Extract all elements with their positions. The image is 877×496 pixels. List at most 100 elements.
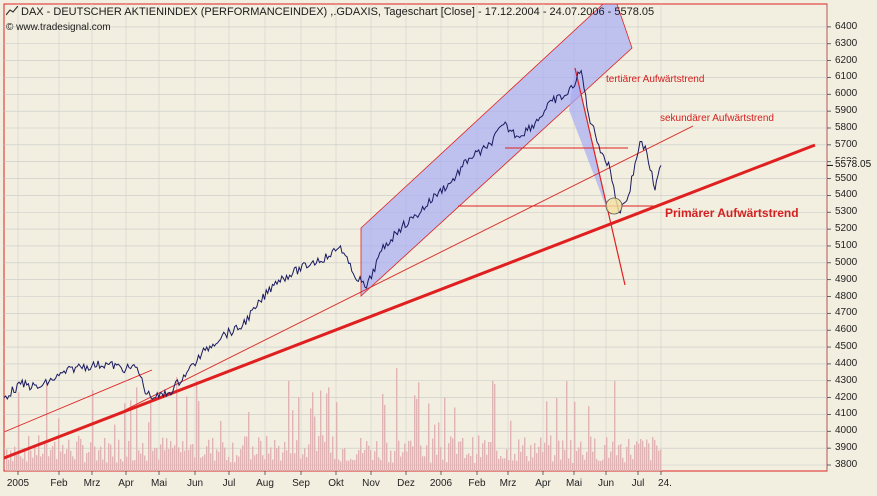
volume-bar — [506, 449, 508, 471]
volume-bar — [100, 446, 102, 471]
volume-bar — [336, 402, 338, 471]
volume-bar — [46, 381, 48, 471]
volume-bar — [132, 460, 134, 471]
volume-bar — [304, 448, 306, 471]
x-tick-label: Mai — [565, 478, 583, 489]
volume-bar — [24, 449, 26, 471]
y-tick-label: 3800 — [835, 459, 858, 470]
volume-bar — [142, 442, 144, 471]
volume-bar — [168, 449, 170, 471]
volume-bar — [444, 397, 446, 471]
y-tick-label: 5800 — [835, 122, 858, 133]
volume-bar — [452, 438, 454, 471]
volume-bar — [412, 446, 414, 471]
volume-bar — [114, 424, 116, 471]
volume-bar — [242, 445, 244, 471]
volume-bar — [284, 441, 286, 471]
volume-bar — [428, 403, 430, 471]
volume-bar — [568, 458, 570, 471]
volume-bar — [232, 442, 234, 471]
volume-bar — [388, 462, 390, 471]
volume-bar — [176, 376, 178, 471]
volume-bar — [118, 439, 120, 471]
volume-bar — [292, 410, 294, 471]
volume-bar — [368, 445, 370, 471]
volume-bar — [518, 439, 520, 471]
volume-bar — [290, 453, 292, 471]
y-tick-label: 5000 — [835, 256, 858, 268]
volume-bar — [294, 453, 296, 471]
volume-bar — [526, 456, 528, 471]
volume-bar — [352, 459, 354, 471]
volume-bar — [158, 459, 160, 471]
volume-bar — [302, 454, 304, 471]
early-trend-line — [3, 369, 153, 433]
volume-bar — [214, 460, 216, 471]
volume-bar — [464, 458, 466, 471]
y-tick-label: 4900 — [835, 273, 858, 285]
volume-bar — [98, 450, 100, 471]
volume-bar — [84, 462, 86, 471]
volume-bar — [552, 461, 554, 471]
x-tick-label: Feb — [50, 478, 68, 489]
x-tick-label: 2006 — [429, 478, 453, 489]
x-tick-label: Mrz — [499, 478, 517, 489]
x-tick-label: Mai — [150, 478, 168, 489]
volume-bar — [422, 456, 424, 471]
volume-bar — [234, 462, 236, 471]
volume-bar — [588, 406, 590, 471]
volume-bar — [330, 452, 332, 471]
volume-bar — [346, 460, 348, 471]
volume-bar — [378, 457, 380, 471]
volume-bar — [380, 460, 382, 471]
volume-bar — [564, 449, 566, 471]
volume-bar — [308, 444, 310, 471]
volume-bar — [32, 457, 34, 471]
volume-bar — [184, 450, 186, 471]
volume-bar — [326, 393, 328, 471]
volume-bar — [280, 460, 282, 471]
x-tick-label: Sep — [292, 478, 310, 489]
x-tick-label: Dez — [397, 478, 415, 489]
y-tick-label: 4700 — [835, 307, 858, 319]
volume-bar — [660, 449, 662, 471]
volume-bar — [470, 456, 472, 471]
volume-bar — [108, 443, 110, 471]
tertiary-trend-label: tertiärer Aufwärtstrend — [606, 74, 705, 85]
volume-bar — [654, 439, 656, 471]
volume-bar — [286, 450, 288, 471]
volume-bar — [338, 459, 340, 471]
volume-bar — [448, 443, 450, 471]
low-point-marker — [605, 197, 623, 215]
volume-bar — [582, 454, 584, 471]
volume-bar — [276, 448, 278, 471]
volume-bar — [468, 453, 470, 471]
volume-bar — [640, 439, 642, 471]
volume-bar — [476, 454, 478, 471]
primary-trend-line — [3, 143, 816, 460]
volume-bar — [356, 454, 358, 471]
volume-bar — [340, 461, 342, 471]
volume-bar — [364, 449, 366, 471]
x-tick-label: Jul — [631, 478, 645, 489]
volume-bar — [102, 459, 104, 471]
volume-bar — [572, 462, 574, 471]
volume-bar — [140, 453, 142, 471]
y-tick-label: 5200 — [835, 223, 858, 235]
volume-bar — [344, 448, 346, 471]
volume-bar — [524, 437, 526, 471]
volume-bar — [248, 411, 250, 471]
volume-bar — [420, 445, 422, 471]
volume-bar — [488, 441, 490, 471]
volume-bar — [20, 456, 22, 471]
volume-bar — [104, 437, 106, 471]
volume-bar — [306, 456, 308, 471]
volume-bar — [432, 438, 434, 471]
volume-bar — [350, 458, 352, 471]
x-tick-label: Aug — [256, 478, 274, 489]
volume-bar — [288, 380, 290, 471]
volume-bar — [430, 462, 432, 471]
volume-bar — [182, 441, 184, 471]
volume-bar — [442, 459, 444, 471]
